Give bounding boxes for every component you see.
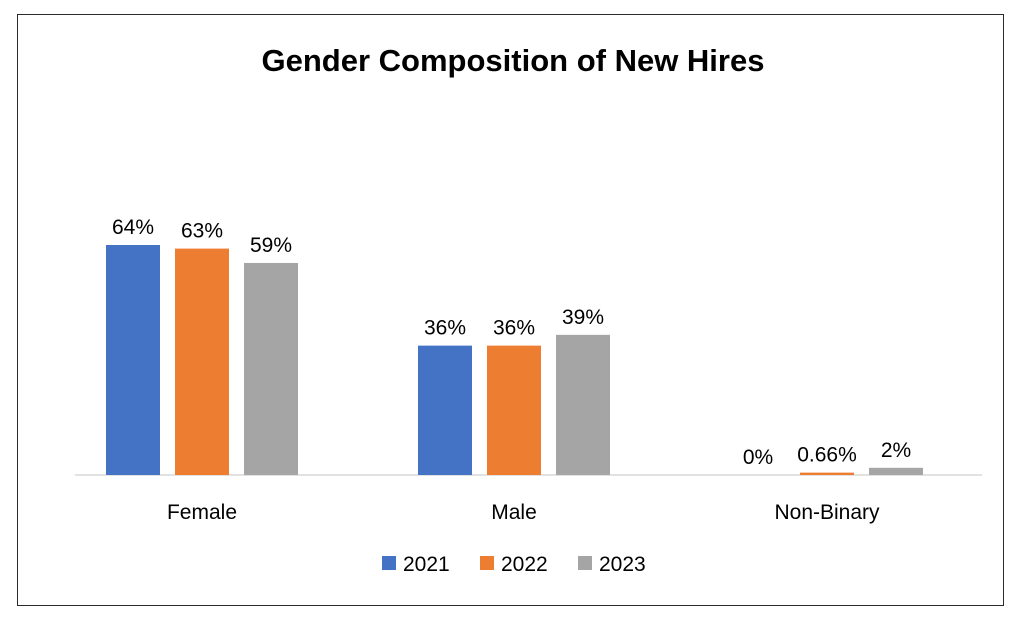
data-label-male-2023: 39% [562,306,604,329]
data-label-female-2022: 63% [181,220,223,243]
legend-label-2022: 2022 [501,553,548,576]
data-label-female-2021: 64% [112,216,154,239]
x-tick-female: Female [167,501,237,524]
data-label-non-binary-2022: 0.66% [797,444,857,467]
legend-label-2021: 2021 [403,553,450,576]
bar-male-2022 [487,345,541,475]
legend-swatch-2022 [480,556,494,570]
bars-layer [106,245,923,475]
bar-female-2022 [175,248,229,475]
data-label-male-2022: 36% [493,317,535,340]
chart-title: Gender Composition of New Hires [262,43,765,78]
legend-swatch-2023 [578,556,592,570]
bar-non-binary-2022 [800,472,854,475]
data-labels-layer: 64% 63% 59% 36% 36% 39% 0% 0.66% 2% [112,216,911,469]
legend-label-2023: 2023 [599,553,646,576]
data-label-female-2023: 59% [250,234,292,257]
bar-female-2021 [106,245,160,475]
bar-male-2021 [418,345,472,475]
x-tick-non-binary: Non-Binary [774,501,880,524]
x-tick-male: Male [491,501,537,524]
x-tick-labels: Female Male Non-Binary [167,501,880,524]
data-label-non-binary-2023: 2% [881,439,911,462]
data-label-male-2021: 36% [424,317,466,340]
bar-male-2023 [556,334,610,475]
legend-swatch-2021 [382,556,396,570]
legend: 2021 2022 2023 [382,553,646,576]
bar-non-binary-2023 [869,467,923,475]
data-label-non-binary-2021: 0% [743,446,773,469]
bar-female-2023 [244,262,298,475]
